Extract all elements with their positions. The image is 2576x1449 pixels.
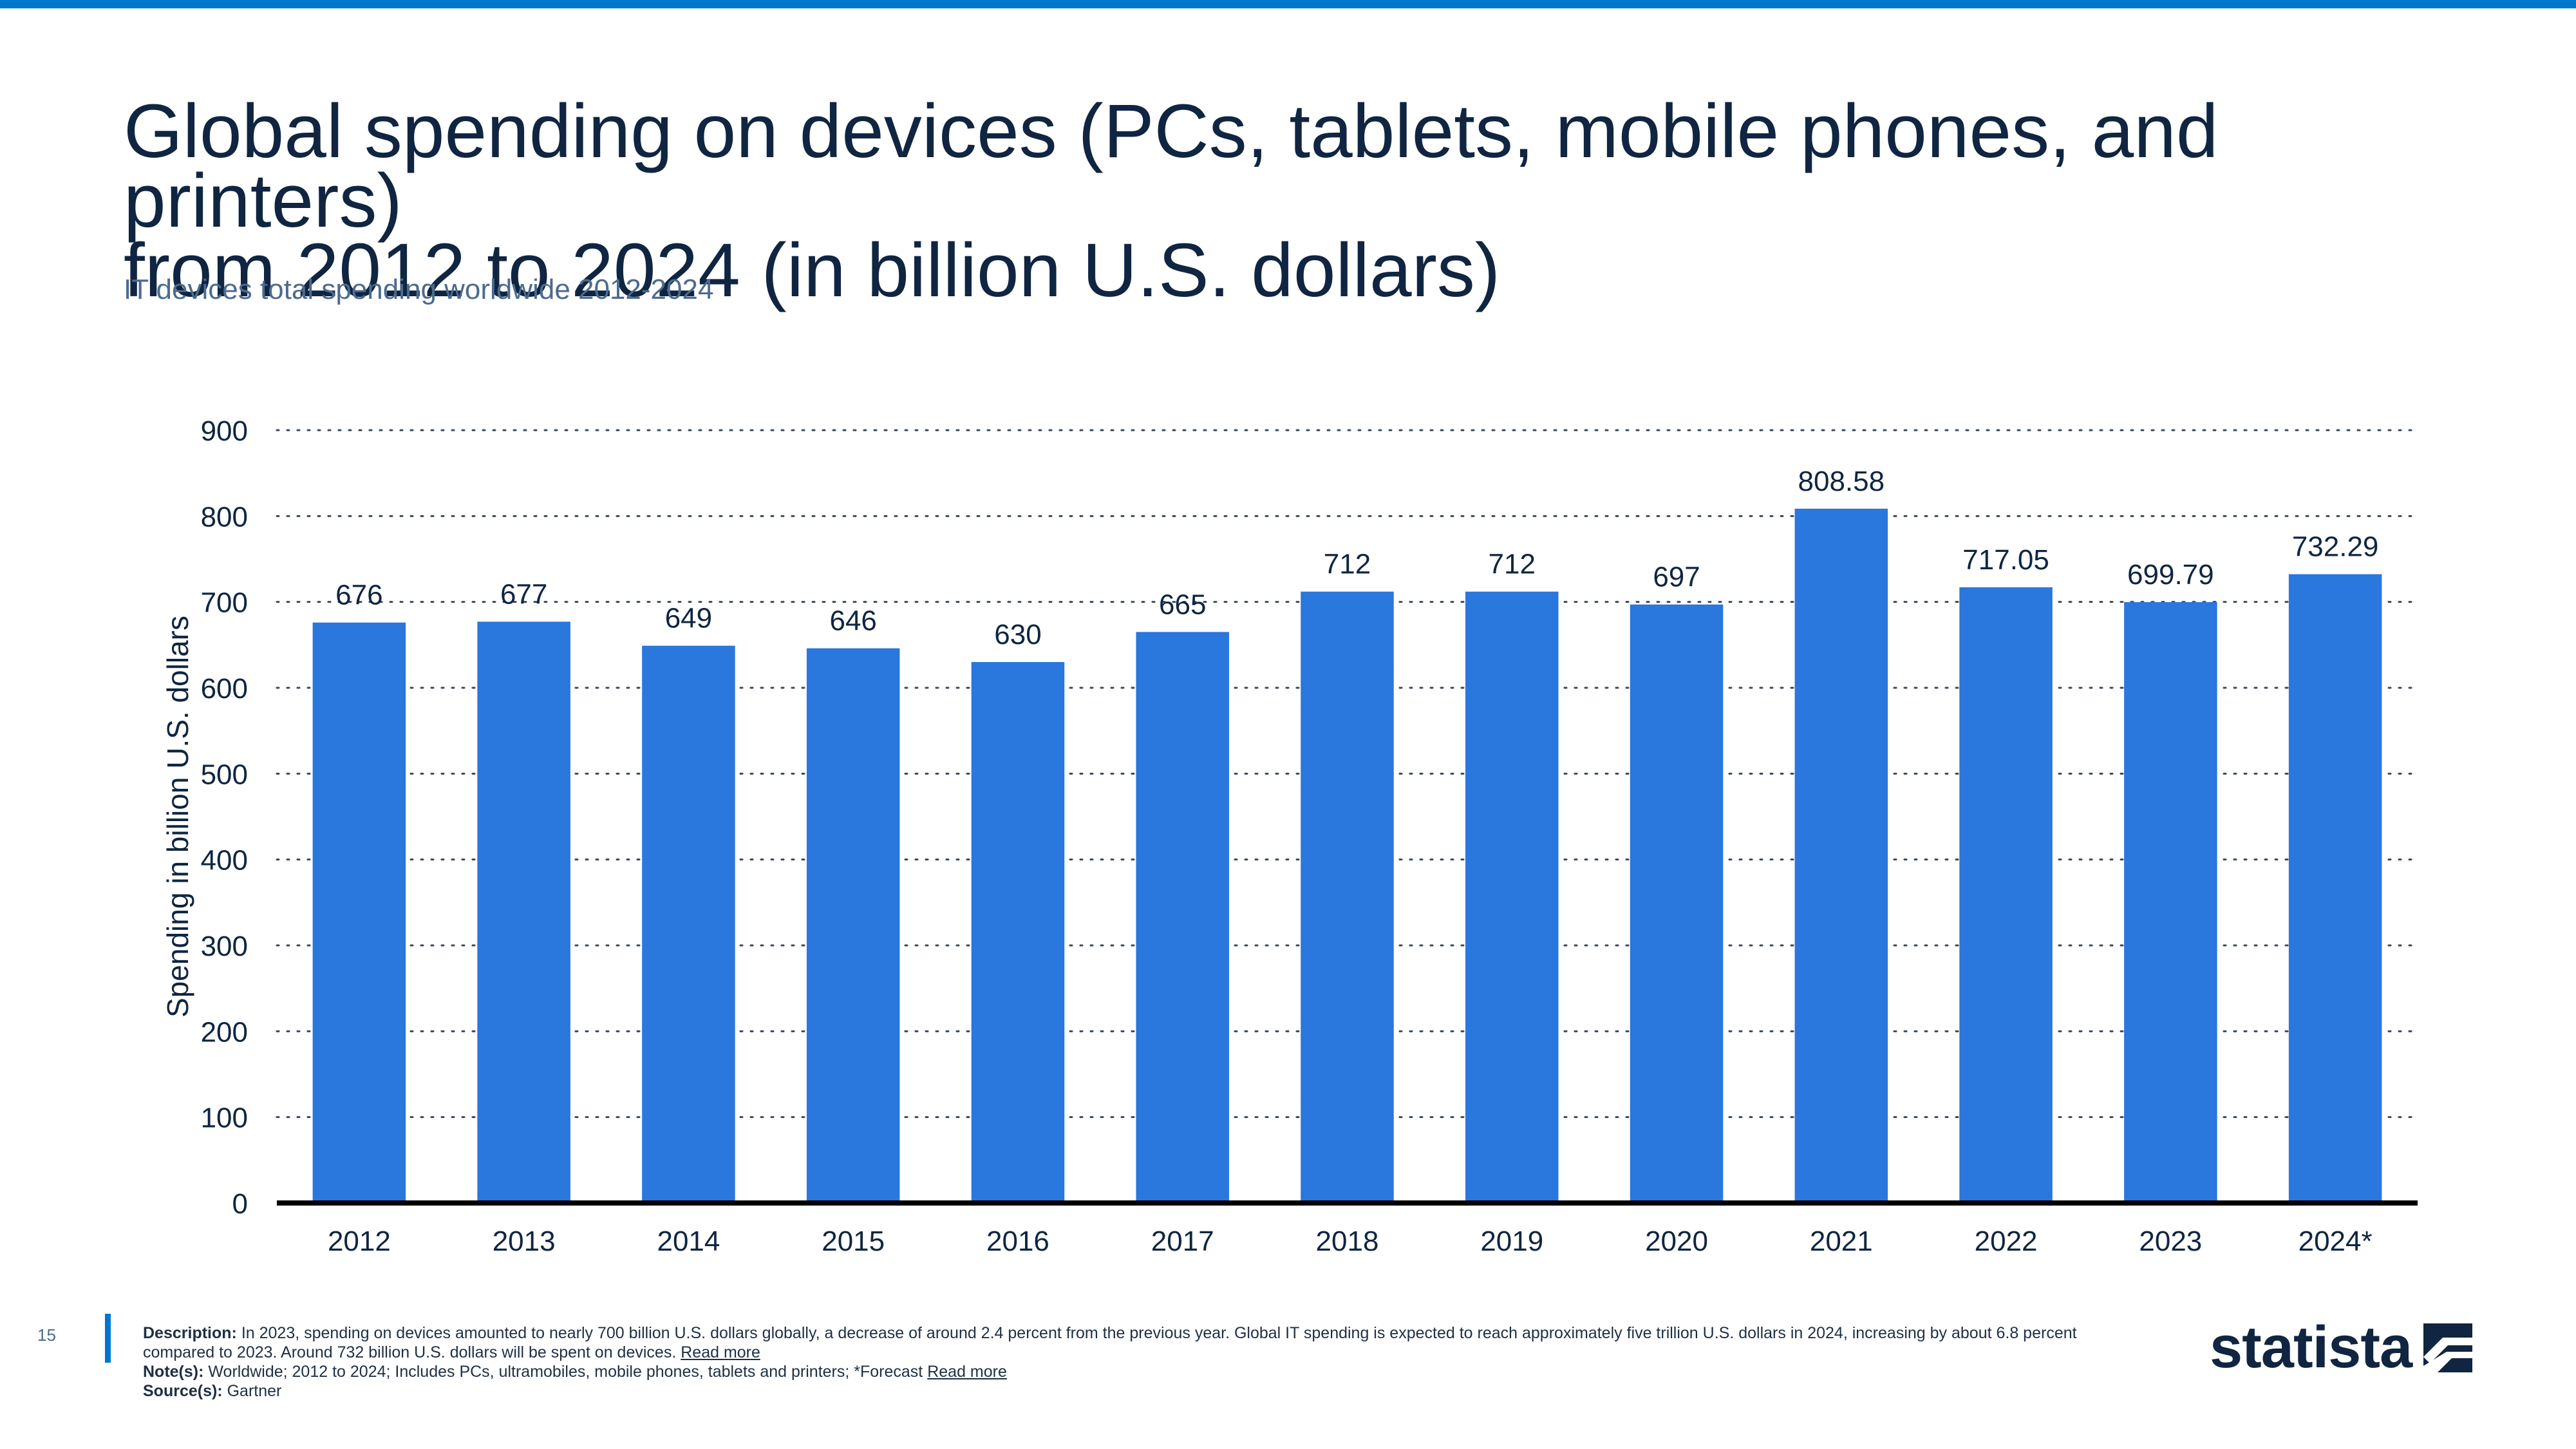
statista-logo[interactable]: statista xyxy=(2210,1314,2473,1381)
bar xyxy=(642,645,735,1203)
description-text: In 2023, spending on devices amounted to… xyxy=(143,1324,2077,1361)
y-axis-label: Spending in billion U.S. dollars xyxy=(161,616,194,1018)
data-label: 699.79 xyxy=(2127,559,2214,591)
description-label: Description: xyxy=(143,1324,237,1342)
x-tick-label: 2014 xyxy=(657,1226,720,1257)
y-tick-label: 700 xyxy=(201,587,248,619)
y-tick-label: 600 xyxy=(201,673,248,705)
footer-accent-bar xyxy=(105,1314,111,1363)
description-read-more-link[interactable]: Read more xyxy=(681,1343,760,1361)
bar xyxy=(1465,591,1559,1203)
data-label: 712 xyxy=(1324,549,1371,580)
bar xyxy=(1630,604,1724,1203)
y-tick-label: 200 xyxy=(201,1016,248,1048)
data-label: 712 xyxy=(1489,549,1536,580)
notes-text: Worldwide; 2012 to 2024; Includes PCs, u… xyxy=(208,1363,923,1381)
data-label: 697 xyxy=(1653,562,1700,593)
data-label: 808.58 xyxy=(1798,466,1885,497)
statista-logo-icon xyxy=(2423,1323,2473,1372)
x-tick-label: 2015 xyxy=(822,1226,885,1257)
x-tick-label: 2021 xyxy=(1810,1226,1873,1257)
data-label: 646 xyxy=(829,605,876,637)
source-label: Source(s): xyxy=(143,1382,223,1400)
page-number: 15 xyxy=(37,1325,56,1345)
x-tick-label: 2017 xyxy=(1151,1226,1214,1257)
bar xyxy=(971,662,1065,1203)
x-tick-label: 2016 xyxy=(986,1226,1049,1257)
x-tick-label: 2022 xyxy=(1975,1226,2038,1257)
y-tick-label: 0 xyxy=(232,1188,248,1220)
y-tick-label: 400 xyxy=(201,845,248,876)
x-tick-label: 2020 xyxy=(1645,1226,1708,1257)
notes-line: Note(s): Worldwide; 2012 to 2024; Includ… xyxy=(143,1362,2139,1381)
bar xyxy=(1959,587,2053,1203)
chart-subtitle: IT devices total spending worldwide 2012… xyxy=(124,274,714,305)
data-label: 717.05 xyxy=(1962,544,2049,576)
y-tick-label: 900 xyxy=(201,415,248,447)
data-label: 677 xyxy=(500,578,547,610)
bar xyxy=(2124,601,2217,1203)
data-label: 649 xyxy=(665,603,712,634)
x-tick-label: 2013 xyxy=(493,1226,556,1257)
bar xyxy=(1136,632,1229,1203)
title-line-1: Global spending on devices (PCs, tablets… xyxy=(124,89,2219,243)
bar xyxy=(1301,591,1394,1203)
chart-footer: Description: In 2023, spending on device… xyxy=(143,1323,2139,1401)
bar-chart: 0 100 200 300 400 500 600 700 800 900 Spending in … xyxy=(161,415,2419,1257)
y-tick-label: 100 xyxy=(201,1103,248,1134)
notes-read-more-link[interactable]: Read more xyxy=(927,1363,1007,1381)
bar xyxy=(2288,574,2382,1203)
bar xyxy=(477,621,570,1203)
bar xyxy=(806,648,900,1203)
description-line: Description: In 2023, spending on device… xyxy=(143,1323,2139,1362)
x-tick-label: 2023 xyxy=(2139,1226,2202,1257)
bar xyxy=(1794,508,1888,1203)
bar xyxy=(312,622,406,1203)
logo-wordmark: statista xyxy=(2210,1314,2412,1380)
data-label: 630 xyxy=(994,619,1041,650)
source-text: Gartner xyxy=(227,1382,282,1400)
x-tick-label: 2024* xyxy=(2299,1226,2373,1257)
y-tick-label: 800 xyxy=(201,501,248,533)
chart-title: Global spending on devices (PCs, tablets… xyxy=(124,93,2474,308)
y-tick-label: 300 xyxy=(201,931,248,962)
notes-label: Note(s): xyxy=(143,1363,204,1381)
x-tick-label: 2019 xyxy=(1480,1226,1543,1257)
y-tick-label: 500 xyxy=(201,759,248,790)
source-line: Source(s): Gartner xyxy=(143,1381,2139,1401)
data-label: 732.29 xyxy=(2292,531,2379,563)
x-tick-label: 2018 xyxy=(1316,1226,1379,1257)
title-line-2: from 2012 to 2024 (in billion U.S. dolla… xyxy=(124,228,1501,313)
data-label: 676 xyxy=(335,580,382,611)
top-accent-bar xyxy=(0,0,2576,8)
x-tick-label: 2012 xyxy=(328,1226,391,1257)
data-label: 665 xyxy=(1159,589,1206,620)
